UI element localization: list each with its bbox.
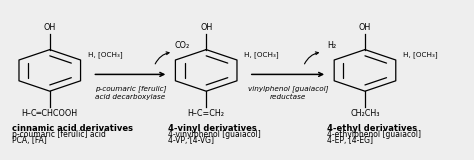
Text: OH: OH [359,23,371,32]
Text: vinylphenol [guaiacol]: vinylphenol [guaiacol] [248,86,328,92]
Text: OH: OH [44,23,56,32]
Text: H, [OCH₃]: H, [OCH₃] [88,52,122,58]
Text: CO₂: CO₂ [175,41,190,50]
Text: 4-EP, [4-EG]: 4-EP, [4-EG] [327,136,373,145]
Text: H–C=CH₂: H–C=CH₂ [188,109,225,118]
Text: acid decarboxylase: acid decarboxylase [95,94,165,100]
Text: PCA, [FA]: PCA, [FA] [12,136,46,145]
Text: H–C═CHCOOH: H–C═CHCOOH [22,109,78,118]
Text: H, [OCH₃]: H, [OCH₃] [244,52,279,58]
Text: 4-VP, [4-VG]: 4-VP, [4-VG] [168,136,214,145]
Text: p-coumaric [ferulic]: p-coumaric [ferulic] [95,86,166,92]
Text: CH₂CH₃: CH₂CH₃ [350,109,380,118]
Text: cinnamic acid derivatives: cinnamic acid derivatives [12,124,133,133]
Text: 4-vinyl derivatives: 4-vinyl derivatives [168,124,257,133]
Text: 4-ethylphenol [guaiacol]: 4-ethylphenol [guaiacol] [327,130,421,139]
Text: 4-vinylphenol [guaiacol]: 4-vinylphenol [guaiacol] [168,130,261,139]
Text: OH: OH [200,23,212,32]
Text: p-coumaric [ferulic] acid: p-coumaric [ferulic] acid [12,130,106,139]
Text: 4-ethyl derivatives: 4-ethyl derivatives [327,124,417,133]
Text: H, [OCH₃]: H, [OCH₃] [403,52,438,58]
Text: H₂: H₂ [327,41,337,50]
Text: reductase: reductase [270,94,306,100]
